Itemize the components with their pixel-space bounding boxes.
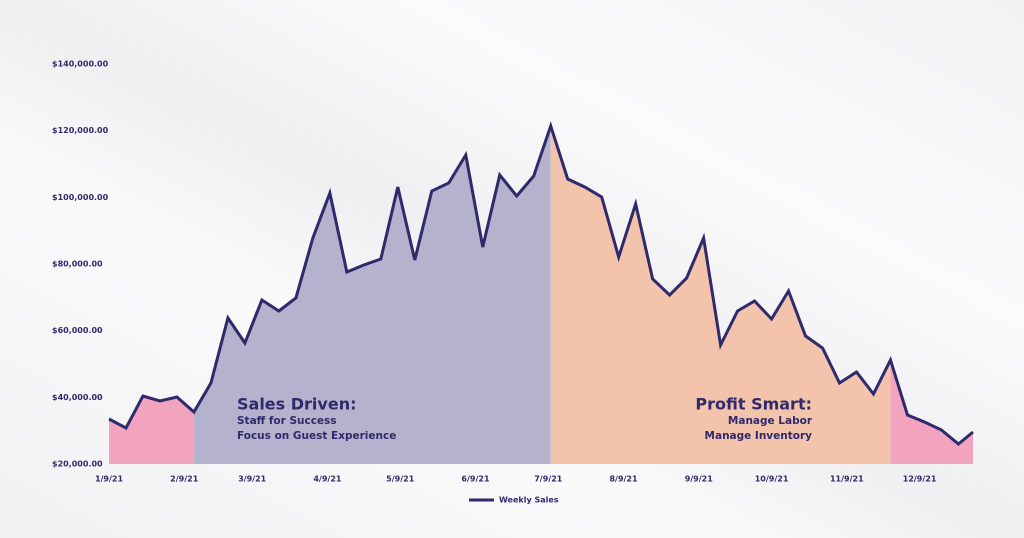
x-tick-label: 6/9/21 [461,475,490,484]
x-tick-label: 8/9/21 [609,475,638,484]
y-tick-label: $120,000.00 [52,126,109,135]
x-tick-label: 3/9/21 [238,475,267,484]
x-tick-label: 2/9/21 [170,475,199,484]
y-tick-label: $60,000.00 [52,326,103,335]
annotation-line: Staff for Success [237,415,337,427]
y-tick-label: $20,000.00 [52,460,103,469]
region-fill [109,396,194,464]
x-tick-label: 5/9/21 [386,475,415,484]
x-tick-label: 11/9/21 [830,475,864,484]
annotation-line: Manage Labor [728,415,813,427]
x-tick-label: 4/9/21 [313,475,342,484]
region-fill [890,360,973,464]
annotation-title: Profit Smart: [695,395,812,414]
y-tick-label: $40,000.00 [52,393,103,402]
x-tick-label: 7/9/21 [534,475,563,484]
x-tick-label: 9/9/21 [685,475,714,484]
y-tick-label: $100,000.00 [52,193,109,202]
y-tick-label: $140,000.00 [52,60,109,69]
x-tick-label: 12/9/21 [903,475,937,484]
annotation-line: Focus on Guest Experience [237,430,396,442]
region-fill [193,126,551,464]
annotation-title: Sales Driven: [237,395,356,414]
annotation-line: Manage Inventory [705,430,813,442]
sales-line [108,121,974,446]
y-tick-label: $80,000.00 [52,260,103,269]
legend-label: Weekly Sales [499,496,559,505]
x-tick-label: 10/9/21 [755,475,789,484]
x-tick-label: 1/9/21 [95,475,124,484]
